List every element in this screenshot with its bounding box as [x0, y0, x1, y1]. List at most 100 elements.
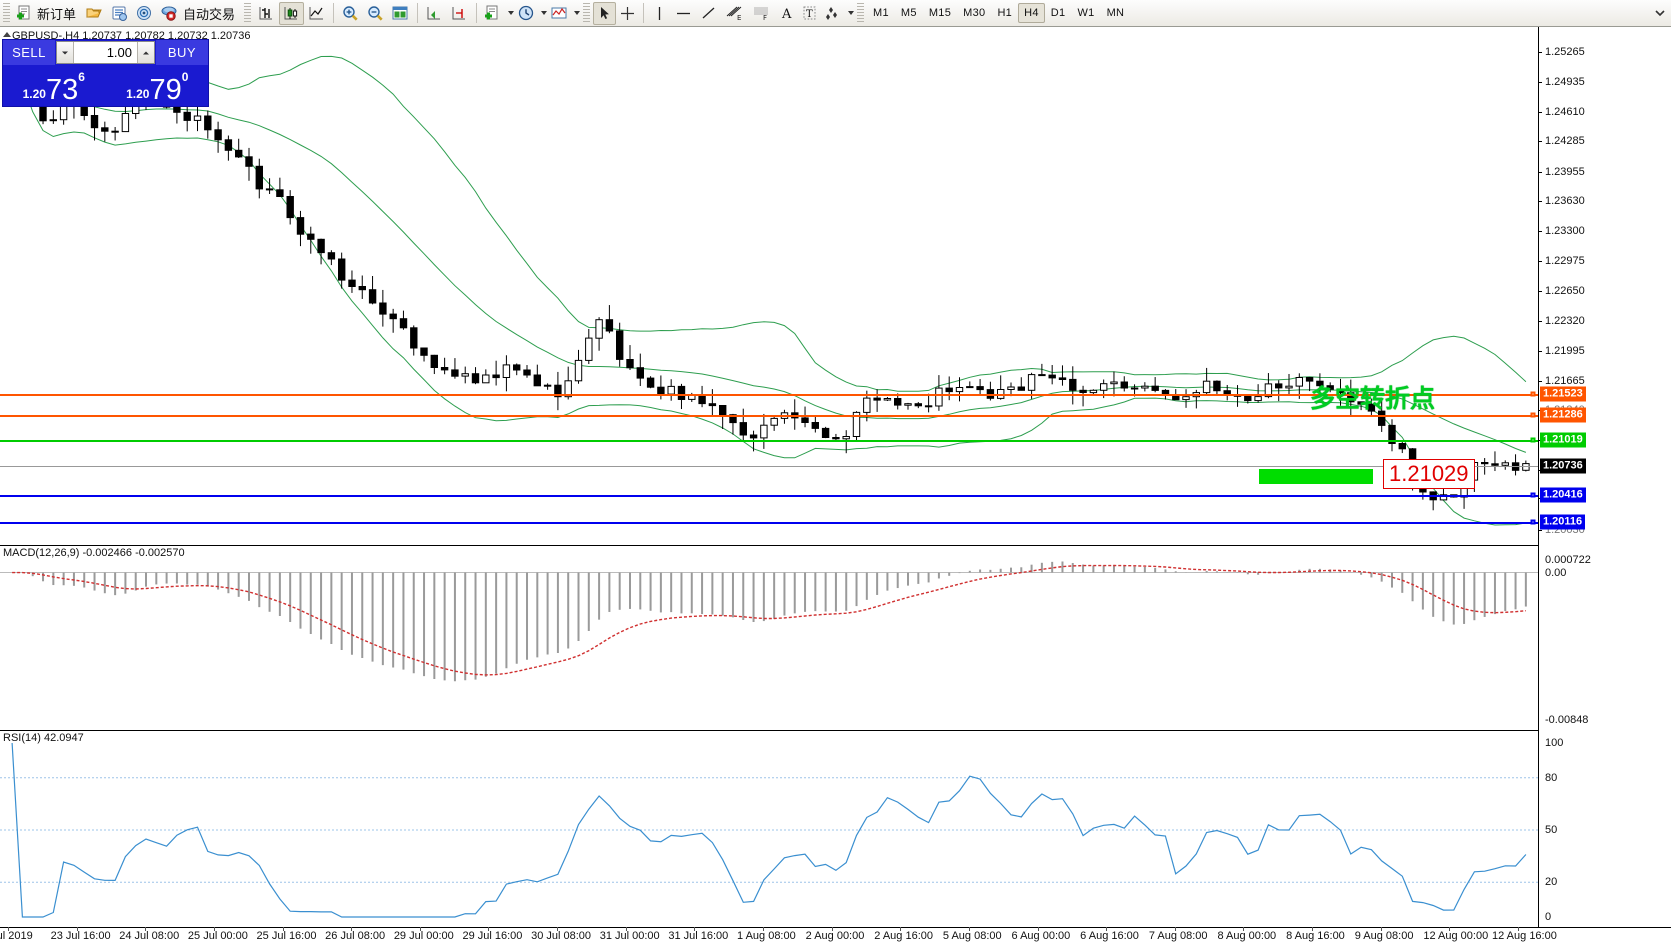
candle-body [801, 417, 809, 423]
news-icon[interactable] [107, 2, 132, 25]
signals-icon[interactable] [132, 2, 157, 25]
equidistant-icon[interactable]: F [748, 2, 775, 25]
timeframe-m5[interactable]: M5 [900, 7, 917, 19]
time-axis-tick [625, 927, 627, 931]
price-level-tag-bid-level[interactable]: 1.20736 [1540, 458, 1586, 474]
indicator-icon[interactable] [547, 2, 572, 25]
price-axis-label: 1.24285 [1545, 135, 1585, 148]
toolbar-grip-1[interactable] [3, 3, 10, 23]
volume-down-button[interactable] [57, 42, 74, 63]
hline-icon[interactable] [671, 2, 696, 25]
price-level-handle[interactable] [1530, 391, 1536, 397]
price-level-line-resistance-1[interactable] [0, 393, 1538, 396]
timeframe-h4[interactable]: H4 [1018, 3, 1045, 23]
price-level-line-support-1[interactable] [0, 494, 1538, 497]
cursor-icon[interactable] [593, 1, 617, 25]
shapes-icon[interactable] [821, 2, 846, 25]
buy-button[interactable]: BUY [156, 40, 208, 65]
price-axis-tick [1538, 380, 1542, 382]
timeframe-mn[interactable]: MN [1106, 7, 1125, 19]
sell-button[interactable]: SELL [3, 40, 55, 65]
candle-body [327, 252, 336, 260]
line-chart-icon[interactable] [304, 2, 329, 25]
label-icon[interactable]: T [798, 2, 821, 25]
folder-icon[interactable] [82, 2, 107, 25]
price-level-tag-support-2[interactable]: 1.20116 [1540, 514, 1586, 530]
candle-body [224, 139, 233, 151]
volume-value[interactable]: 1.00 [106, 45, 132, 60]
price-level-handle[interactable] [1530, 412, 1536, 418]
candle-body [338, 258, 346, 281]
vline-icon[interactable] [648, 2, 671, 25]
rsi-line [11, 742, 1527, 918]
candle-body [966, 386, 974, 389]
candle-body [832, 437, 840, 440]
time-axis-label: 25 Jul 16:00 [256, 930, 317, 942]
zoom-in-icon[interactable] [338, 2, 363, 25]
bar-chart-icon[interactable] [254, 2, 279, 25]
timeframe-d1[interactable]: D1 [1050, 7, 1066, 19]
timeframe-h1[interactable]: H1 [997, 7, 1013, 19]
price-level-handle[interactable] [1530, 437, 1536, 443]
template-dropdown-caret[interactable] [508, 11, 515, 15]
candle-body [183, 111, 191, 121]
time-axis-tick [763, 927, 764, 931]
price-level-line-resistance-2[interactable] [0, 415, 1538, 418]
price-level-line-bid-level[interactable] [0, 465, 1538, 467]
sell-price-display[interactable]: 1.20 73 6 [3, 65, 105, 106]
timeframe-m1[interactable]: M1 [873, 7, 889, 19]
time-axis-label: 2 Aug 16:00 [874, 930, 933, 942]
price-level-line-support-2[interactable] [0, 522, 1538, 525]
crosshair-icon[interactable] [616, 2, 639, 25]
price-level-tag-support-1[interactable]: 1.20416 [1540, 487, 1586, 503]
candlestick-chart-icon[interactable] [279, 1, 305, 25]
volume-stepper[interactable]: 1.00 [56, 41, 155, 64]
template-icon[interactable] [481, 2, 506, 25]
trendline-icon[interactable] [696, 2, 721, 25]
toolbar-overflow-icon[interactable] [1648, 2, 1671, 25]
candle-body [410, 327, 418, 349]
volume-up-button[interactable] [137, 42, 154, 63]
zoom-out-icon[interactable] [363, 2, 388, 25]
rsi-axis-label: 0 [1545, 911, 1552, 923]
time-axis-line [0, 927, 1671, 928]
toolbar-grip-2[interactable] [244, 3, 252, 23]
candle-body [1089, 389, 1098, 394]
autotrading-icon[interactable] [157, 2, 182, 25]
price-level-handle[interactable] [1530, 519, 1536, 525]
text-icon[interactable]: A [775, 2, 798, 25]
period-dropdown-caret[interactable] [541, 11, 548, 15]
candle-body [863, 397, 871, 413]
price-level-line-pivot-level[interactable] [0, 439, 1538, 442]
toolbar-grip-3[interactable] [583, 3, 591, 23]
period-icon[interactable] [514, 2, 539, 25]
timeframe-m15[interactable]: M15 [928, 7, 952, 19]
shift-end-icon[interactable] [422, 2, 447, 25]
timeframe-m30[interactable]: M30 [963, 7, 986, 19]
price-level-tag-pivot-level[interactable]: 1.21019 [1540, 432, 1586, 448]
timeframe-w1[interactable]: W1 [1077, 7, 1095, 19]
time-axis-label: 8 Aug 00:00 [1217, 930, 1277, 942]
chart-shift-icon[interactable] [447, 2, 472, 25]
shapes-dropdown-caret[interactable] [848, 11, 855, 15]
indicator-dropdown-caret[interactable] [574, 11, 581, 15]
macd-axis-label: 0.000722 [1545, 554, 1591, 566]
chinese-annotation: 多空转折点 [1310, 384, 1436, 413]
new-order-button[interactable] [13, 2, 36, 25]
toolbar-separator-4 [643, 3, 645, 23]
candle-body [101, 127, 109, 132]
toolbar-grip-4[interactable] [857, 3, 865, 23]
price-level-tag-resistance-1[interactable]: 1.21523 [1540, 386, 1586, 402]
buy-price-display[interactable]: 1.20 79 0 [104, 65, 209, 106]
candle-body [1100, 383, 1108, 391]
price-axis-label: 1.21665 [1545, 374, 1585, 387]
candle-body [204, 115, 212, 131]
fibo-icon[interactable]: E [721, 2, 748, 25]
tile-windows-icon[interactable] [388, 2, 413, 25]
price-level-handle[interactable] [1530, 492, 1536, 498]
macd-label: MACD(12,26,9) -0.002466 -0.002570 [3, 547, 185, 559]
one-click-trading-panel[interactable]: SELL 1.00 BUY 1.20 73 6 1.20 79 0 [2, 39, 209, 107]
price-level-tag-resistance-2[interactable]: 1.21286 [1540, 407, 1586, 423]
chart-canvas[interactable]: GBPUSD-,H4 1.20737 1.20782 1.20732 1.207… [0, 27, 1671, 950]
svg-text:E: E [737, 14, 741, 22]
